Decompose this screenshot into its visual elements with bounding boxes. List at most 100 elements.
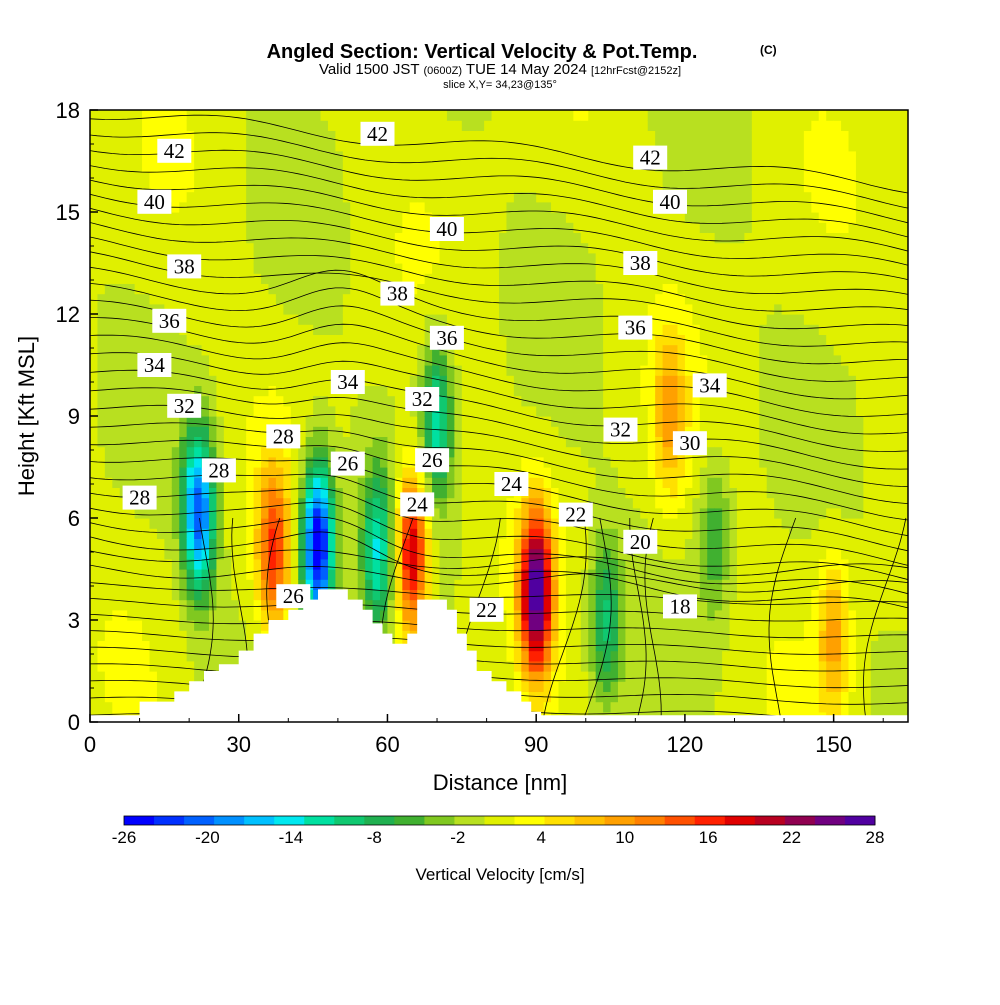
velocity-cell	[156, 691, 165, 703]
velocity-cell	[268, 222, 277, 233]
velocity-cell	[104, 344, 113, 356]
velocity-cell	[261, 303, 270, 315]
velocity-cell	[283, 416, 292, 427]
velocity-cell	[127, 161, 136, 172]
velocity-cell	[417, 263, 426, 274]
velocity-cell	[573, 671, 582, 682]
velocity-cell	[335, 518, 344, 529]
velocity-cell	[357, 140, 366, 152]
velocity-cell	[149, 671, 158, 682]
velocity-cell	[253, 446, 262, 458]
velocity-cell	[640, 609, 649, 621]
velocity-cell	[491, 273, 500, 284]
velocity-cell	[387, 232, 396, 244]
velocity-cell	[662, 110, 671, 121]
velocity-cell	[275, 110, 284, 121]
velocity-cell	[394, 314, 403, 325]
velocity-cell	[432, 487, 441, 499]
velocity-cell	[625, 691, 634, 703]
velocity-cell	[208, 395, 218, 407]
velocity-cell	[580, 232, 589, 244]
velocity-cell	[223, 303, 232, 315]
velocity-cell	[327, 171, 336, 182]
velocity-cell	[580, 263, 589, 274]
velocity-cell	[424, 365, 433, 376]
velocity-cell	[513, 283, 522, 295]
velocity-cell	[327, 201, 336, 213]
velocity-cell	[327, 507, 336, 519]
velocity-cell	[543, 344, 552, 356]
velocity-cell	[662, 426, 671, 437]
velocity-cell	[670, 579, 679, 590]
velocity-cell	[484, 650, 493, 662]
velocity-cell	[558, 477, 567, 488]
velocity-cell	[588, 671, 597, 682]
velocity-cell	[439, 293, 448, 305]
velocity-cell	[246, 354, 255, 366]
velocity-cell	[380, 558, 389, 570]
velocity-cell	[670, 314, 679, 325]
velocity-cell	[164, 212, 173, 223]
velocity-cell	[134, 640, 143, 652]
velocity-cell	[647, 354, 656, 366]
velocity-cell	[536, 456, 545, 468]
velocity-cell	[90, 650, 99, 662]
velocity-cell	[446, 528, 455, 539]
velocity-cell	[677, 130, 686, 142]
velocity-cell	[417, 375, 426, 386]
velocity-cell	[573, 334, 582, 346]
velocity-cell	[506, 681, 515, 692]
velocity-cell	[365, 589, 374, 601]
velocity-cell	[134, 181, 143, 193]
velocity-cell	[223, 120, 232, 131]
velocity-cell	[655, 579, 664, 590]
velocity-cell	[246, 528, 255, 539]
velocity-cell	[565, 660, 574, 672]
velocity-cell	[394, 232, 403, 244]
velocity-cell	[513, 191, 522, 203]
velocity-cell	[313, 589, 322, 601]
velocity-cell	[223, 242, 232, 254]
velocity-cell	[417, 426, 426, 437]
velocity-cell	[320, 507, 329, 519]
velocity-cell	[142, 426, 151, 437]
velocity-cell	[231, 405, 240, 417]
velocity-cell	[394, 344, 403, 356]
velocity-cell	[692, 620, 701, 631]
velocity-cell	[603, 283, 612, 295]
velocity-cell	[536, 569, 545, 580]
velocity-cell	[342, 354, 351, 366]
velocity-cell	[558, 569, 567, 580]
velocity-cell	[156, 385, 165, 397]
velocity-cell	[499, 436, 508, 448]
velocity-cell	[617, 579, 627, 590]
velocity-cell	[692, 232, 701, 244]
velocity-cell	[246, 324, 255, 335]
velocity-cell	[201, 212, 210, 223]
velocity-cell	[394, 130, 403, 142]
velocity-cell	[164, 620, 173, 631]
velocity-cell	[201, 120, 210, 131]
velocity-cell	[164, 232, 173, 244]
velocity-cell	[357, 558, 366, 570]
velocity-cell	[439, 140, 448, 152]
velocity-cell	[90, 201, 99, 213]
velocity-cell	[179, 569, 188, 580]
velocity-cell	[506, 110, 515, 121]
velocity-cell	[380, 599, 389, 611]
velocity-cell	[432, 191, 441, 203]
velocity-cell	[603, 242, 612, 254]
velocity-cell	[595, 232, 604, 244]
velocity-cell	[372, 569, 381, 580]
velocity-cell	[573, 375, 582, 386]
velocity-cell	[365, 538, 374, 550]
velocity-cell	[655, 293, 664, 305]
velocity-cell	[216, 579, 225, 590]
velocity-cell	[208, 273, 218, 284]
velocity-cell	[335, 201, 344, 213]
velocity-cell	[551, 161, 560, 172]
velocity-cell	[536, 599, 545, 611]
velocity-cell	[528, 558, 537, 570]
velocity-cell	[595, 385, 604, 397]
velocity-cell	[149, 579, 158, 590]
